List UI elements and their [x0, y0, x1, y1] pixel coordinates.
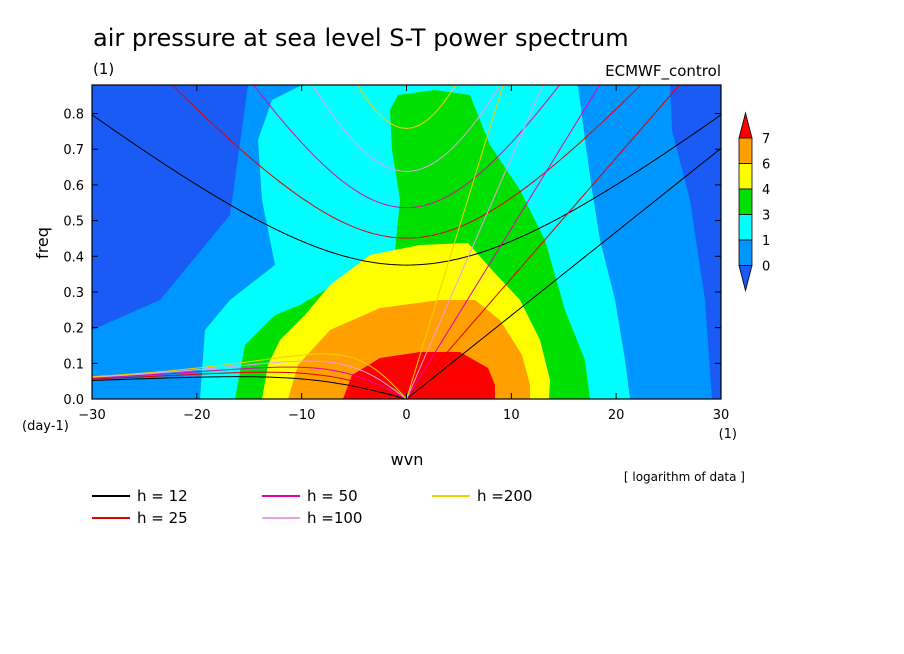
data-note: [ logarithm of data ] [624, 470, 745, 484]
gravity-curve [311, 85, 502, 172]
contour-fill [92, 85, 721, 399]
colorbar-label: 3 [762, 209, 770, 224]
kelvin-curve [406, 147, 721, 399]
x-tick-label: −30 [78, 408, 105, 423]
x-tick-label: 30 [713, 408, 730, 423]
rossby-curve [92, 360, 407, 399]
legend-label: h = 50 [307, 487, 358, 505]
legend-label: h =100 [307, 509, 362, 527]
x-tick-label: −10 [288, 408, 315, 423]
x-tick-label: 10 [503, 408, 520, 423]
colorbar-label: 4 [762, 183, 770, 198]
kelvin-curve [406, 85, 544, 399]
y-tick-label: 0.0 [63, 393, 84, 408]
x-tick-label: −20 [183, 408, 210, 423]
rossby-curve [92, 371, 407, 399]
legend-label: h = 12 [137, 487, 188, 505]
kelvin-curve [406, 85, 601, 399]
y-tick-label: 0.5 [63, 215, 84, 230]
axes: −30 −20 −10 0 10 20 30 0.0 0.1 0.2 0.3 0.4 0.5 0.6 0.7… [63, 85, 729, 423]
rossby-curve [92, 376, 407, 399]
dispersion-curves [92, 85, 721, 399]
chart-title: air pressure at sea level S-T power spec… [93, 24, 629, 52]
x-tick-label: 20 [608, 408, 625, 423]
x-tick-label: 0 [402, 408, 410, 423]
kelvin-curve [406, 85, 681, 399]
y-tick-label: 0.1 [63, 357, 84, 372]
y-tick-label: 0.4 [63, 250, 84, 265]
gravity-curve [92, 114, 721, 266]
y-axis-label: freq [33, 227, 52, 259]
chart-subtitle-right: ECMWF_control [605, 62, 721, 81]
gravity-curve [171, 85, 642, 239]
colorbar-label: 1 [762, 234, 770, 249]
x-axis-label: wvn [391, 450, 424, 469]
colorbar-segment [738, 214, 753, 241]
chart-subtitle-left: (1) [93, 60, 114, 78]
kelvin-curve [406, 85, 504, 399]
colorbar-label: 7 [762, 132, 770, 147]
legend-label: h = 25 [137, 509, 188, 527]
colorbar-segment [738, 137, 753, 164]
x-axis-unit: (1) [719, 427, 737, 442]
colorbar-cap-top [738, 111, 753, 139]
gravity-curve [252, 85, 561, 209]
colorbar-segment [738, 188, 753, 215]
y-tick-label: 0.6 [63, 179, 84, 194]
colorbar-segment [738, 239, 753, 266]
colorbar-label: 0 [762, 260, 770, 275]
y-tick-label: 0.2 [63, 322, 84, 337]
y-tick-label: 0.8 [63, 108, 84, 123]
colorbar-segment [738, 163, 753, 190]
gravity-curve [357, 85, 456, 129]
y-tick-label: 0.3 [63, 286, 84, 301]
colorbar-cap-bottom [738, 265, 753, 293]
y-tick-label: 0.7 [63, 143, 84, 158]
legend-label: h =200 [477, 487, 532, 505]
y-axis-unit: (day-1) [22, 419, 69, 434]
rossby-curve [92, 353, 407, 399]
colorbar: 7 6 4 3 1 0 [738, 111, 770, 293]
rossby-curve [92, 366, 407, 399]
legend: h = 12 h = 25 h = 50 h =100 h =200 [92, 487, 532, 527]
colorbar-label: 6 [762, 158, 770, 173]
